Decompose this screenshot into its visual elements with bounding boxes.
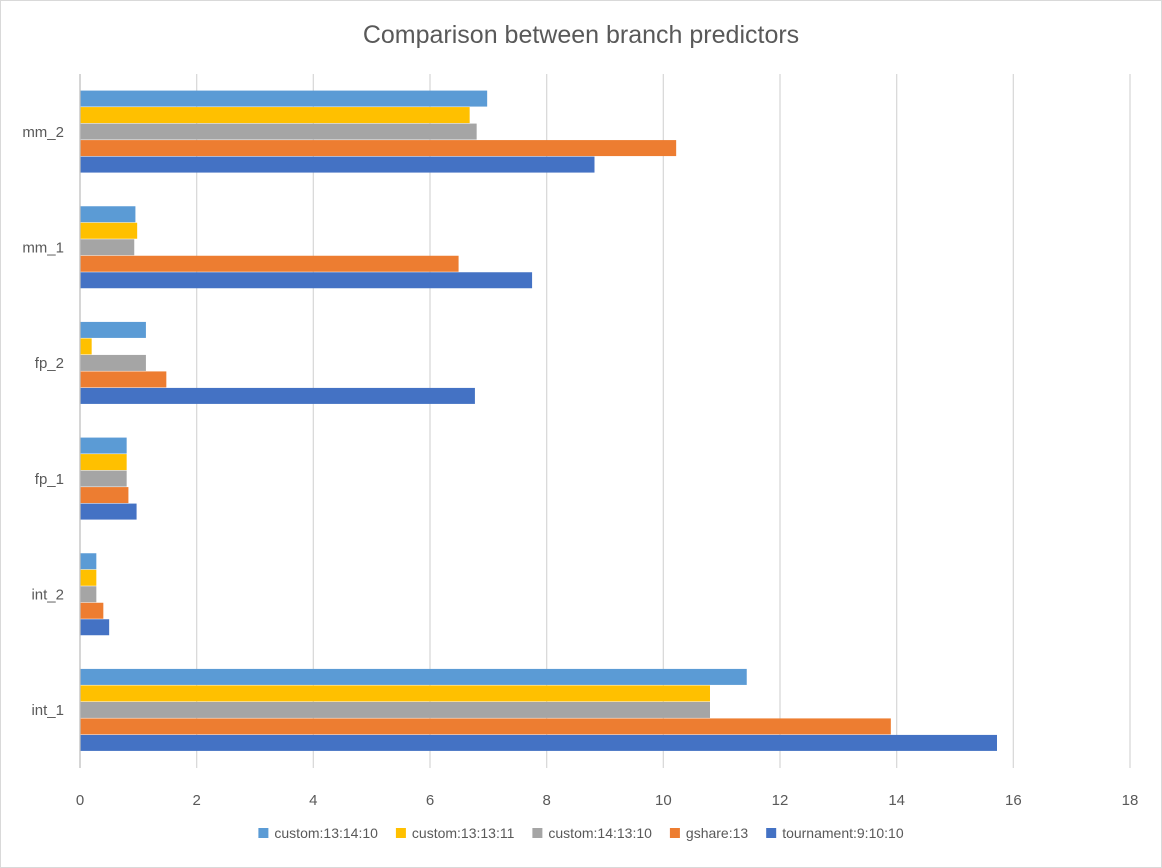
bar [80, 90, 488, 107]
bar [80, 140, 677, 157]
y-tick-label: int_2 [31, 587, 64, 604]
bar [80, 354, 146, 371]
x-tick-label: 6 [426, 792, 434, 809]
bar [80, 470, 127, 487]
x-tick-label: 14 [888, 792, 905, 809]
legend-label: custom:13:14:10 [274, 825, 378, 841]
bar [80, 619, 110, 636]
legend-swatch [395, 828, 406, 838]
bar [80, 387, 475, 404]
bar [80, 586, 97, 603]
bar [80, 685, 710, 702]
bar [80, 255, 459, 272]
legend: custom:13:14:10 custom:13:13:11 custom:14:… [258, 825, 904, 841]
bar [80, 718, 891, 735]
x-tick-label: 10 [655, 792, 672, 809]
bar [80, 272, 533, 289]
bar [80, 156, 595, 173]
bar [80, 734, 997, 751]
bar [80, 222, 138, 239]
bar [80, 553, 97, 570]
axes: 0 2 4 6 8 10 12 14 16 18 int_1 int_2 fp_1 fp_2 mm_1 mm_… [22, 74, 1138, 809]
bar [80, 338, 92, 355]
legend-swatch [532, 828, 543, 838]
x-tick-label: 8 [542, 792, 550, 809]
y-tick-label: mm_1 [22, 240, 64, 257]
y-tick-label: mm_2 [22, 124, 64, 141]
bar [80, 487, 129, 504]
x-tick-label: 4 [309, 792, 317, 809]
legend-label: custom:14:13:10 [548, 825, 652, 841]
y-tick-label: fp_2 [35, 355, 64, 372]
bar [80, 371, 167, 388]
x-tick-label: 16 [1005, 792, 1022, 809]
bar [80, 107, 470, 124]
x-tick-label: 2 [192, 792, 200, 809]
bar [80, 123, 477, 140]
bar [80, 454, 127, 471]
bar [80, 239, 135, 256]
bar [80, 206, 136, 223]
legend-label: custom:13:13:11 [412, 825, 515, 841]
bar [80, 569, 97, 586]
bar [80, 602, 104, 619]
x-tick-label: 0 [76, 792, 84, 809]
legend-swatch [766, 828, 777, 838]
bar [80, 321, 146, 338]
x-tick-label: 12 [772, 792, 789, 809]
legend-label: gshare:13 [686, 825, 748, 841]
y-tick-label: int_1 [31, 702, 64, 719]
bar [80, 701, 710, 718]
legend-label: tournament:9:10:10 [782, 825, 904, 841]
chart-title: Comparison between branch predictors [363, 21, 799, 49]
x-tick-label: 18 [1122, 792, 1139, 809]
gridlines [196, 74, 1131, 768]
bar [80, 668, 747, 685]
bars [80, 90, 997, 751]
bar [80, 437, 127, 454]
legend-swatch [669, 828, 680, 838]
bar [80, 503, 137, 520]
y-tick-label: fp_1 [35, 471, 64, 488]
legend-swatch [258, 828, 269, 838]
